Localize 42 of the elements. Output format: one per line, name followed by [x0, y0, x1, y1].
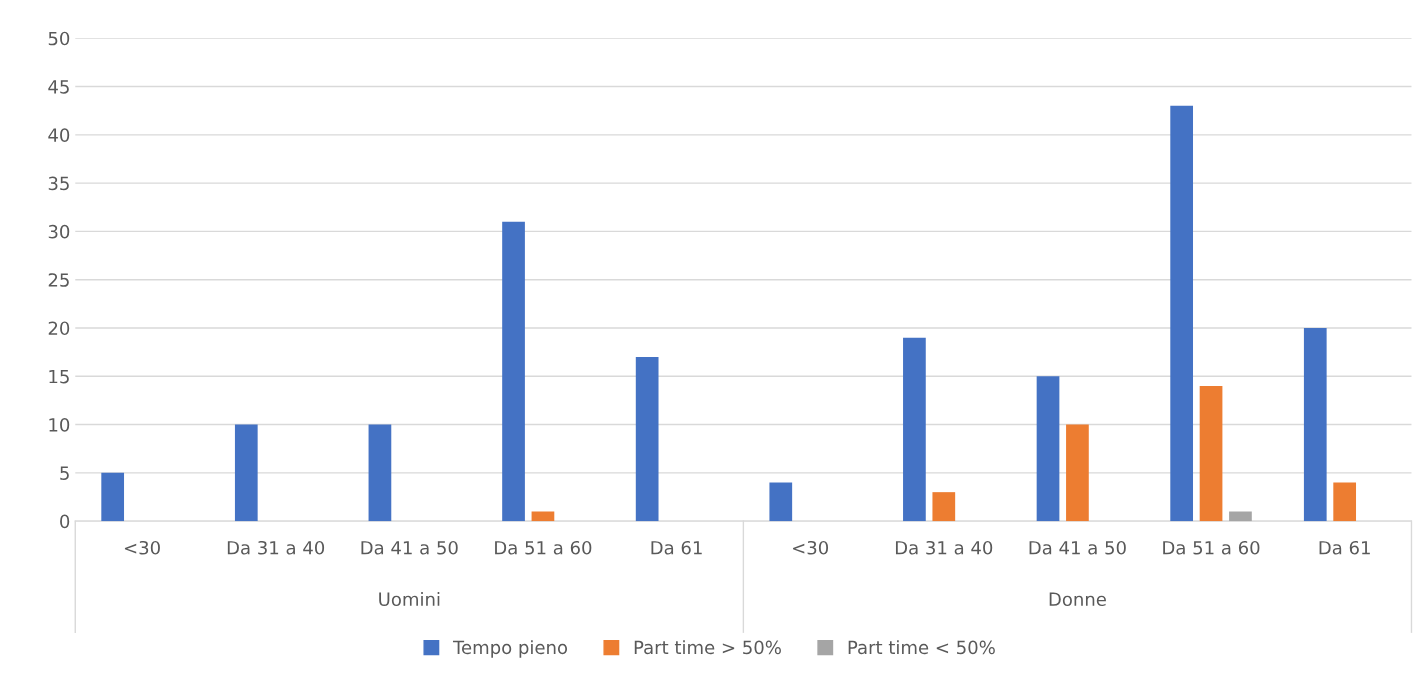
- bar: [769, 482, 793, 522]
- bar: [1229, 511, 1252, 522]
- x-tick-label: Da 41 a 50: [1029, 540, 1126, 555]
- bar: [531, 511, 555, 522]
- y-tick-label: 15: [49, 369, 69, 384]
- y-tick-label: 30: [48, 224, 70, 239]
- bar: [502, 221, 525, 522]
- x-tick-label: Da 31 a 40: [895, 540, 993, 555]
- bar: [1066, 424, 1089, 522]
- y-tick-label: 25: [48, 273, 69, 287]
- x-tick-label: Da 51 a 60: [1163, 540, 1260, 555]
- bar: [635, 356, 659, 522]
- x-tick-label: Da 61: [651, 540, 702, 555]
- text: Uomini: [379, 592, 440, 607]
- x-tick-label: Da 41 a 50: [361, 540, 458, 555]
- bar: [368, 424, 392, 522]
- legend-label: Tempo pieno: [452, 640, 568, 658]
- bar: [101, 472, 125, 522]
- y-tick-label: 40: [48, 128, 70, 142]
- y-tick-label: 10: [49, 418, 70, 432]
- x-tick-label: Da 61: [1319, 540, 1370, 555]
- y-tick-label: 35: [48, 176, 69, 191]
- bar: [903, 337, 926, 522]
- legend-label: Part time < 50%: [848, 640, 995, 655]
- bar: [932, 492, 956, 522]
- bar: [1333, 482, 1357, 522]
- x-tick-label: Da 31 a 40: [227, 540, 325, 555]
- x-tick-label: <30: [793, 540, 829, 555]
- y-tick-label: 50: [48, 31, 70, 46]
- x-tick-label: <30: [124, 540, 160, 555]
- bar: [234, 424, 258, 522]
- text: Donne: [1049, 592, 1106, 607]
- bar: [1170, 105, 1194, 522]
- y-tick-label: 20: [48, 321, 70, 336]
- y-tick-label: 45: [48, 80, 69, 94]
- y-tick-label: 5: [60, 466, 69, 480]
- bar: [1199, 385, 1223, 522]
- y-tick-label: 0: [60, 514, 70, 529]
- legend-label: Part time > 50%: [634, 640, 781, 655]
- bar: [1036, 376, 1060, 522]
- x-tick-label: Da 51 a 60: [495, 540, 592, 555]
- bar: [1303, 327, 1327, 522]
